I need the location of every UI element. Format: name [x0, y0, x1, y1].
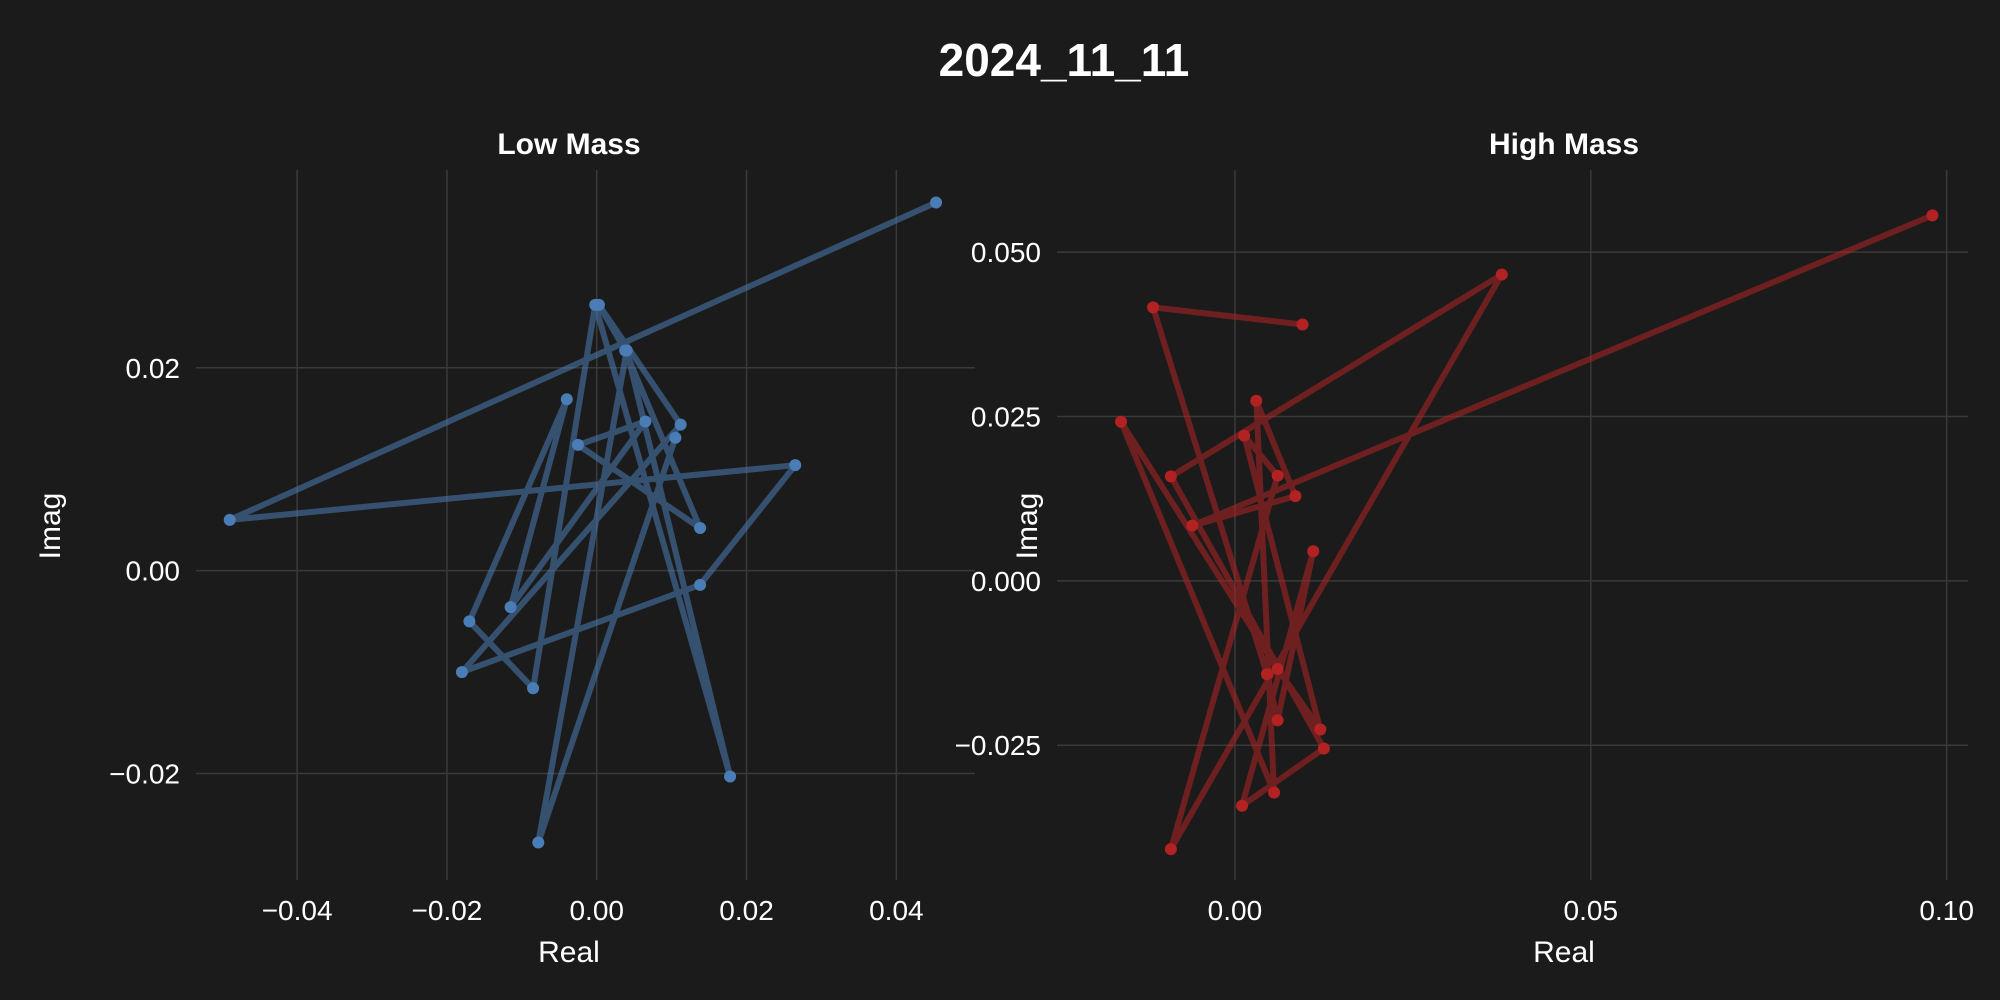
y-tick-label: 0.000 [971, 566, 1041, 597]
data-point [455, 666, 468, 679]
data-point [1314, 723, 1327, 736]
y-tick-label: 0.025 [971, 402, 1041, 433]
data-point [1147, 301, 1160, 314]
y-tick-label: −0.025 [955, 730, 1041, 761]
data-point [1250, 394, 1263, 407]
x-tick-label: 0.04 [869, 895, 924, 926]
x-tick-label: 0.10 [1919, 895, 1974, 926]
data-point [589, 298, 602, 311]
series-path [226, 199, 939, 846]
grid-lines [1057, 170, 1968, 880]
y-axis-label: Imag [1011, 493, 1044, 560]
data-point [694, 578, 707, 591]
data-point [639, 415, 652, 428]
figure-title: 2024_11_11 [939, 34, 1190, 86]
y-tick-labels: −0.025 0.000 0.025 0.050 [955, 237, 1041, 761]
data-points [1115, 209, 1939, 856]
data-point [1238, 429, 1251, 442]
data-point [724, 770, 737, 783]
panel-title: Low Mass [497, 128, 640, 161]
data-points [223, 196, 943, 849]
series-path [1118, 212, 1936, 853]
x-axis-label: Real [538, 936, 600, 969]
y-tick-label: −0.02 [109, 759, 180, 790]
x-tick-labels: 0.00 0.05 0.10 [1208, 895, 1974, 926]
x-tick-labels: −0.04 −0.02 0.00 0.02 0.04 [262, 895, 924, 926]
data-point [1926, 209, 1939, 222]
low-mass-panel: Low Mass −0.04 −0.02 0.00 0.02 0.04 −0.02 0.0… [34, 128, 975, 969]
x-tick-label: 0.02 [719, 895, 774, 926]
data-point [1268, 786, 1281, 799]
data-point [223, 513, 236, 526]
data-point [1271, 714, 1284, 727]
data-point [930, 196, 943, 209]
data-point [1164, 843, 1177, 856]
data-point [669, 431, 682, 444]
data-point [1271, 662, 1284, 675]
data-point [1307, 545, 1320, 558]
data-point [532, 836, 545, 849]
data-point [1289, 490, 1302, 503]
data-point [620, 344, 633, 357]
x-tick-label: 0.05 [1564, 895, 1619, 926]
y-tick-labels: −0.02 0.00 0.02 [109, 353, 180, 790]
data-point [527, 682, 540, 695]
data-point [1271, 469, 1284, 482]
data-point [1164, 470, 1177, 483]
grid-lines [196, 170, 975, 880]
data-point [1317, 742, 1330, 755]
series-line [226, 199, 939, 846]
data-point [694, 522, 707, 535]
data-point [1260, 668, 1273, 681]
y-axis-label: Imag [34, 493, 67, 560]
data-point [560, 393, 573, 406]
x-tick-label: 0.00 [569, 895, 624, 926]
data-point [789, 459, 802, 472]
x-tick-label: −0.04 [262, 895, 333, 926]
data-point [1236, 799, 1249, 812]
series-line [1118, 212, 1936, 853]
data-point [1186, 519, 1199, 532]
data-point [674, 418, 687, 431]
data-point [1115, 415, 1128, 428]
data-point [1495, 268, 1508, 281]
high-mass-panel: High Mass 0.00 0.05 0.10 −0.025 0.000 0.025 0… [955, 128, 1974, 969]
data-point [504, 601, 517, 614]
panel-title: High Mass [1489, 128, 1639, 161]
y-tick-label: 0.02 [126, 353, 181, 384]
y-tick-label: 0.050 [971, 237, 1041, 268]
x-tick-label: 0.00 [1208, 895, 1263, 926]
y-tick-label: 0.00 [126, 556, 181, 587]
data-point [572, 438, 585, 451]
x-tick-label: −0.02 [411, 895, 482, 926]
x-axis-label: Real [1533, 936, 1595, 969]
data-point [1296, 318, 1309, 331]
data-point [463, 615, 476, 628]
